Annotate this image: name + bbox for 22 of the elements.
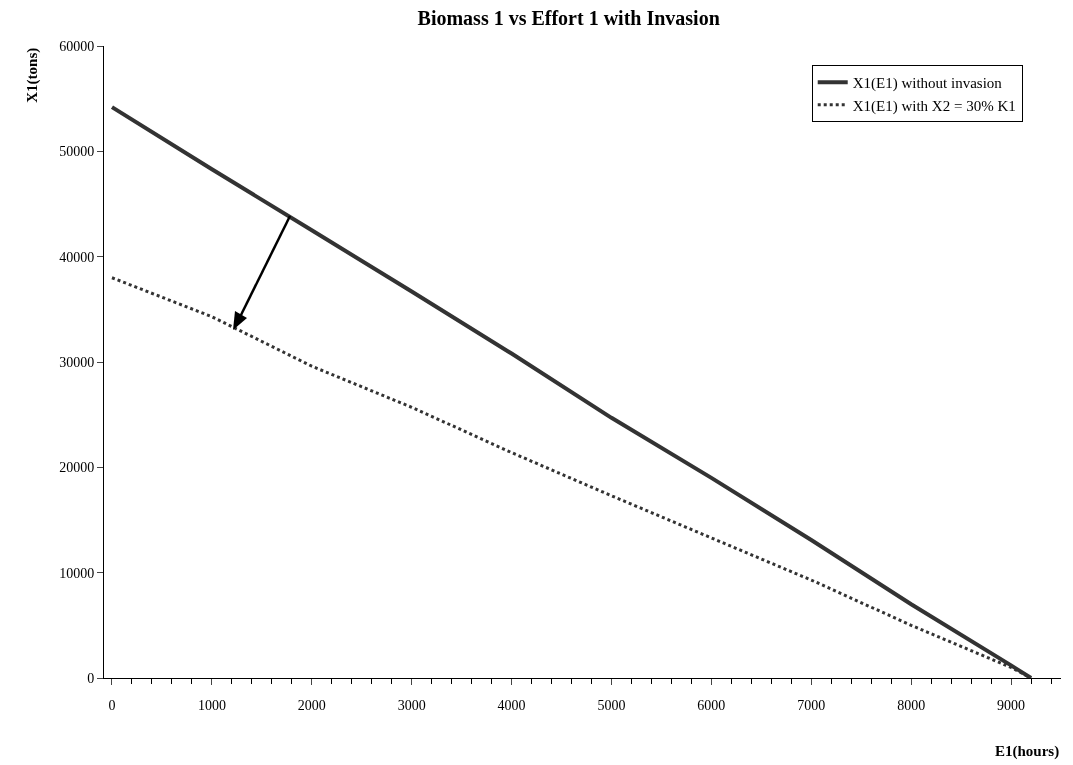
x-tick-label: 9000 — [997, 697, 1026, 713]
y-tick-label: 0 — [87, 670, 95, 686]
x-tick-label: 6000 — [697, 697, 726, 713]
y-tick-label: 10000 — [59, 565, 95, 581]
y-tick-label: 60000 — [59, 38, 95, 54]
chart-title: Biomass 1 vs Effort 1 with Invasion — [417, 7, 720, 30]
y-tick-label: 20000 — [59, 460, 95, 476]
y-tick-label: 40000 — [59, 249, 95, 265]
legend-label: X1(E1) without invasion — [852, 75, 1003, 93]
x-axis-title: E1(hours) — [995, 743, 1060, 760]
y-tick-label: 50000 — [59, 144, 95, 160]
x-tick-label: 0 — [108, 697, 116, 713]
x-tick-label: 5000 — [597, 697, 626, 713]
legend-label: X1(E1) with X2 = 30% K1 — [852, 97, 1016, 115]
y-axis-title: X1(tons) — [23, 47, 41, 103]
x-tick-label: 7000 — [797, 697, 826, 713]
y-tick-label: 30000 — [59, 354, 95, 370]
x-tick-label: 8000 — [897, 697, 926, 713]
x-tick-label: 2000 — [297, 697, 326, 713]
x-tick-label: 4000 — [497, 697, 526, 713]
x-tick-label: 1000 — [197, 697, 226, 713]
x-tick-label: 3000 — [397, 697, 426, 713]
